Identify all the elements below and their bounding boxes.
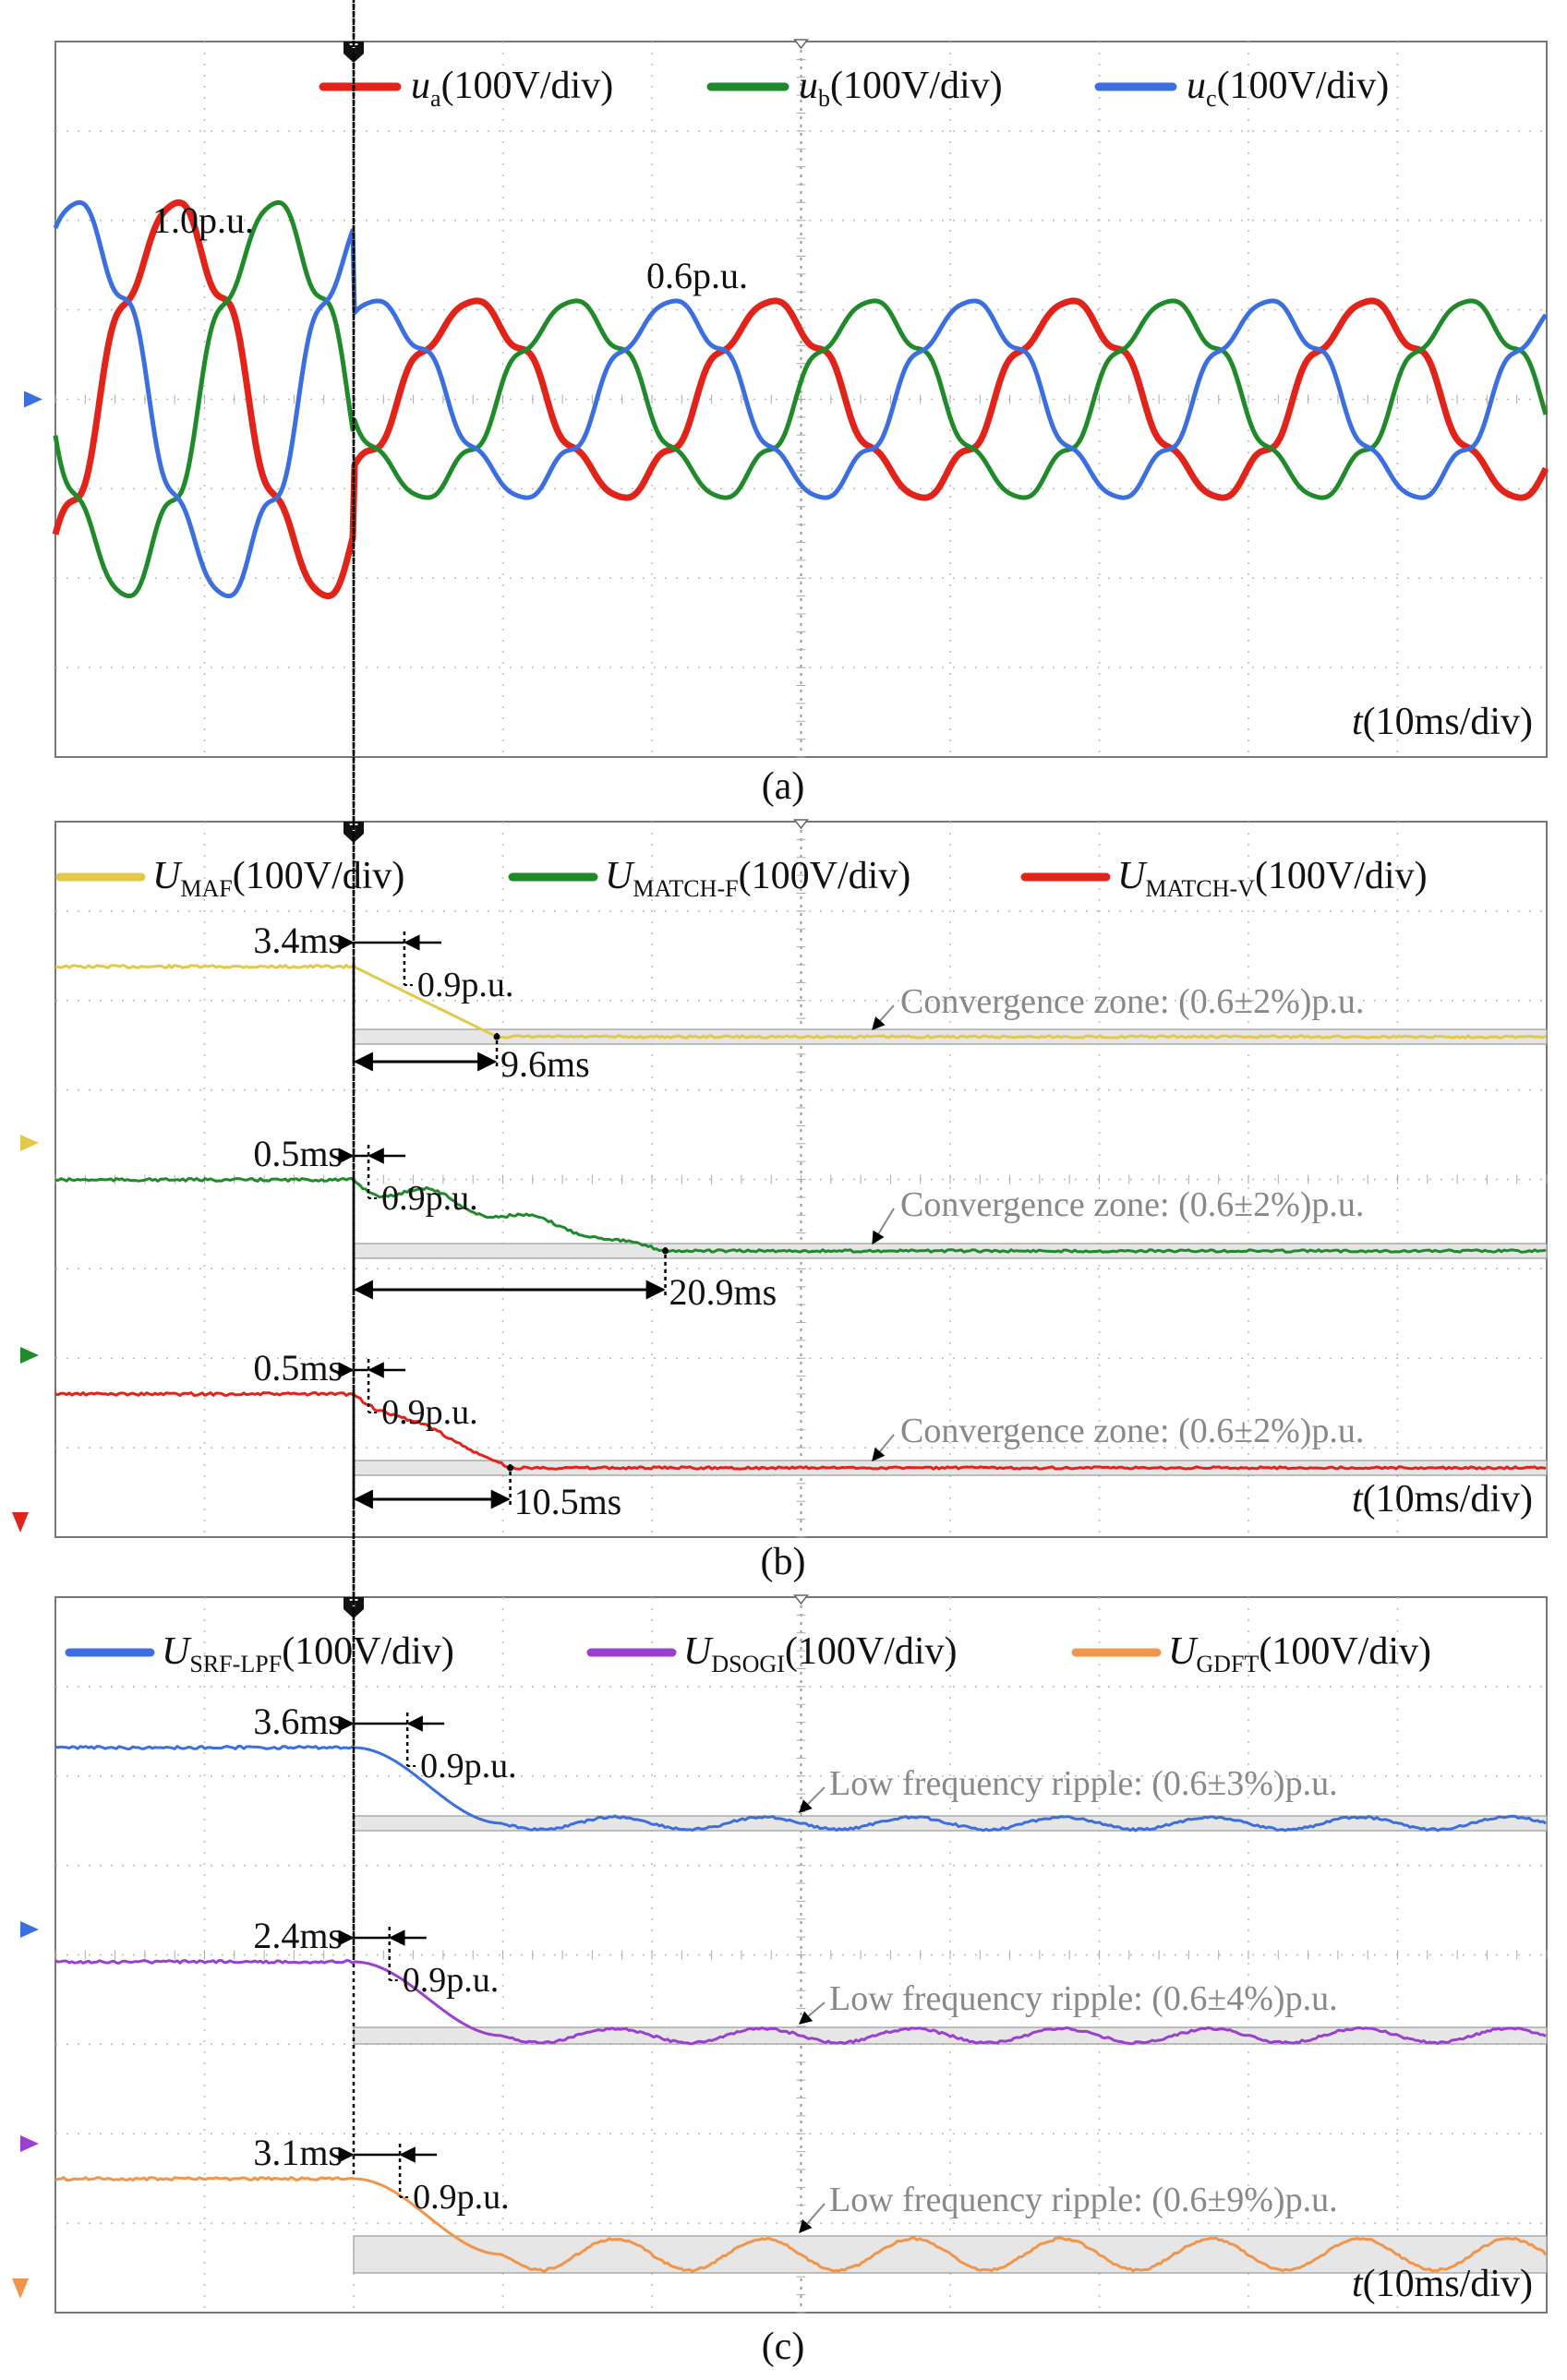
legend-label-uc-symbol: u: [1187, 65, 1206, 107]
zone-pointer: [872, 1434, 895, 1462]
trace-DSOGI: [54, 1959, 1547, 2046]
caption-a: (a): [762, 765, 805, 808]
panel-c: USRF-LPF(100V/div) UDSOGI(100V/div) UGDFT(…: [12, 0, 1548, 2368]
panel-a-series-ub: [53, 199, 1549, 599]
delay-label: 3.6ms: [253, 1701, 343, 1742]
time-scale-label: t(10ms/div): [1352, 1478, 1533, 1521]
channel-marker-icon: [12, 1512, 29, 1533]
legend-label-UMAF-subscript: MAF: [180, 875, 232, 902]
ground-marker-icon: [24, 391, 42, 408]
delay-label: 0.5ms: [253, 1133, 343, 1174]
legend-label-UGDFT-subscript: GDFT: [1196, 1651, 1259, 1677]
drop-label: 0.9p.u.: [381, 1393, 478, 1432]
ripple-pointer: [799, 1786, 826, 1813]
channel-marker-icon: [20, 1135, 39, 1151]
legend-label-uc: uc(100V/div): [1187, 65, 1389, 112]
drop-label: 0.9p.u.: [381, 1179, 478, 1218]
panel-a-series-ua: [52, 198, 1549, 600]
legend-label-USRF-LPF-unit: (100V/div): [282, 1630, 454, 1673]
drop-label: 0.9p.u.: [417, 966, 514, 1004]
legend-label-ua-unit: (100V/div): [441, 65, 614, 107]
legend-label-ua: ua(100V/div): [411, 65, 613, 112]
channel-marker-icon: [20, 2135, 39, 2152]
legend-label-ua-symbol: u: [411, 65, 430, 107]
settle-point: [493, 1033, 500, 1040]
zone-pointer: [872, 1004, 895, 1031]
caption-c: (c): [762, 2326, 805, 2368]
legend-label-UMATCH-F-symbol: U: [605, 855, 635, 897]
legend-label-uc-unit: (100V/div): [1217, 65, 1390, 107]
legend-label-UMATCH-F-unit: (100V/div): [739, 855, 911, 897]
legend-label-UMAF: UMAF(100V/div): [152, 855, 404, 902]
legend-label-USRF-LPF-symbol: U: [162, 1630, 192, 1673]
drop-label: 0.9p.u.: [413, 2178, 510, 2217]
settle-label: 10.5ms: [514, 1481, 622, 1522]
panel-a: ua(100V/div)ub(100V/div)uc(100V/div)T1.0…: [24, 39, 1549, 808]
settle-point: [662, 1247, 669, 1255]
time-scale-label: t(10ms/div): [1352, 701, 1533, 743]
legend-label-ub-subscript: b: [818, 85, 830, 112]
legend-label-UMATCH-F: UMATCH-F(100V/div): [605, 855, 910, 902]
settle-label: 9.6ms: [500, 1043, 590, 1085]
legend-label-ub-unit: (100V/div): [830, 65, 1003, 107]
time-scale-label: t(10ms/div): [1352, 2263, 1533, 2305]
legend-label-uc-subscript: c: [1206, 85, 1217, 112]
annotation-1pu: 1.0p.u.: [152, 199, 254, 241]
legend-label-UDSOGI-symbol: U: [683, 1630, 714, 1673]
trace-MAF: [54, 964, 1547, 1040]
legend-label-UDSOGI: UDSOGI(100V/div): [683, 1630, 958, 1677]
legend-label-UGDFT-symbol: U: [1168, 1630, 1199, 1673]
channel-marker-icon: [12, 2278, 29, 2299]
zone-pointer: [872, 1208, 895, 1245]
legend-label-ub: ub(100V/div): [799, 65, 1003, 112]
ripple-pointer: [798, 2001, 826, 2025]
trace-MATCH-F: [54, 1177, 1547, 1254]
drop-label: 0.9p.u.: [420, 1747, 517, 1785]
ripple-pointer: [799, 2203, 826, 2234]
trace-MATCH-V: [54, 1391, 1547, 1471]
delay-label: 3.4ms: [253, 920, 343, 961]
legend-label-ua-subscript: a: [430, 85, 441, 112]
legend-label-ub-symbol: u: [799, 65, 818, 107]
center-marker-icon: [792, 1594, 810, 1605]
panel-b: UMAF(100V/div) UMATCH-F(100V/div) UMATCH-V…: [12, 819, 1548, 1583]
legend-label-USRF-LPF-subscript: SRF-LPF: [189, 1651, 282, 1677]
annotation-06pu: 0.6p.u.: [646, 255, 748, 296]
legend-label-UMATCH-V-unit: (100V/div): [1255, 855, 1428, 897]
channel-marker-icon: [20, 1921, 39, 1938]
delay-label: 2.4ms: [253, 1915, 343, 1956]
legend-label-UDSOGI-subscript: DSOGI: [711, 1651, 785, 1677]
zone-label: Convergence zone: (0.6±2%)p.u.: [900, 1412, 1364, 1450]
caption-b: (b): [761, 1541, 806, 1583]
legend-label-UMATCH-F-subscript: MATCH-F: [633, 875, 738, 902]
zone-label: Convergence zone: (0.6±2%)p.u.: [900, 1185, 1364, 1224]
settle-point: [507, 1464, 514, 1472]
center-marker-icon: [792, 819, 810, 830]
legend-label-USRF-LPF: USRF-LPF(100V/div): [162, 1630, 454, 1677]
trace-GDFT: [54, 2176, 1548, 2273]
ripple-label: Low frequency ripple: (0.6±4%)p.u.: [829, 1979, 1338, 2018]
zone-label: Convergence zone: (0.6±2%)p.u.: [900, 982, 1364, 1021]
channel-marker-icon: [20, 1347, 39, 1364]
drop-label: 0.9p.u.: [403, 1961, 500, 2000]
legend-label-UDSOGI-unit: (100V/div): [785, 1630, 958, 1673]
legend-label-UMAF-symbol: U: [152, 855, 183, 897]
legend-label-UMATCH-V-symbol: U: [1117, 855, 1148, 897]
legend-label-UGDFT-unit: (100V/div): [1259, 1630, 1431, 1673]
legend-label-UGDFT: UGDFT(100V/div): [1168, 1630, 1431, 1677]
legend-label-UMATCH-V: UMATCH-V(100V/div): [1117, 855, 1428, 902]
trace-SRF-LPF: [54, 1745, 1547, 1833]
delay-label: 0.5ms: [253, 1347, 343, 1388]
ripple-label: Low frequency ripple: (0.6±9%)p.u.: [829, 2181, 1338, 2219]
ripple-label: Low frequency ripple: (0.6±3%)p.u.: [829, 1764, 1338, 1803]
center-marker-icon: [792, 39, 810, 50]
legend-label-UMATCH-V-subscript: MATCH-V: [1145, 875, 1255, 902]
delay-label: 3.1ms: [253, 2132, 343, 2173]
settle-label: 20.9ms: [669, 1271, 777, 1313]
legend-label-UMAF-unit: (100V/div): [233, 855, 405, 897]
panel-a-series-uc: [53, 199, 1549, 599]
